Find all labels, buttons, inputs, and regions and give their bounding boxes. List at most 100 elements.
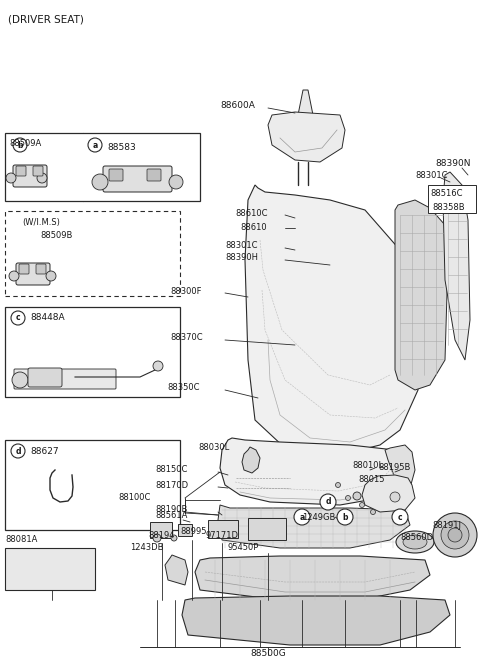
Text: 88995: 88995	[180, 528, 206, 537]
Bar	[178, 524, 192, 536]
Text: c: c	[16, 313, 20, 323]
Bar	[5, 440, 180, 530]
Text: 1249GB: 1249GB	[302, 514, 336, 522]
Text: 88516C: 88516C	[430, 189, 463, 198]
Circle shape	[353, 492, 361, 500]
Text: 88583: 88583	[107, 143, 136, 152]
Circle shape	[171, 535, 177, 541]
FancyBboxPatch shape	[14, 369, 116, 389]
Text: 88370C: 88370C	[170, 334, 203, 342]
Circle shape	[169, 175, 183, 189]
Text: 88030L: 88030L	[198, 443, 229, 453]
Circle shape	[6, 173, 16, 183]
Text: b: b	[342, 512, 348, 522]
Text: 88301C: 88301C	[415, 171, 447, 181]
Circle shape	[392, 509, 408, 525]
Circle shape	[92, 174, 108, 190]
Polygon shape	[182, 596, 450, 645]
Text: 88150C: 88150C	[155, 466, 187, 474]
Text: 88300F: 88300F	[170, 288, 202, 296]
Text: (W/I.M.S): (W/I.M.S)	[22, 219, 60, 227]
Text: 88191J: 88191J	[432, 522, 461, 530]
FancyBboxPatch shape	[147, 169, 161, 181]
Polygon shape	[165, 555, 188, 585]
Polygon shape	[220, 438, 405, 505]
Circle shape	[46, 271, 56, 281]
Text: 88100C: 88100C	[118, 493, 150, 503]
Circle shape	[320, 494, 336, 510]
Circle shape	[337, 509, 353, 525]
Text: 88610: 88610	[240, 223, 266, 231]
Circle shape	[448, 528, 462, 542]
Circle shape	[371, 509, 375, 514]
Circle shape	[11, 311, 25, 325]
Bar	[208, 520, 238, 538]
Bar	[5, 211, 180, 296]
Text: 95450P: 95450P	[228, 543, 259, 553]
FancyBboxPatch shape	[16, 263, 50, 285]
Text: d: d	[325, 497, 331, 507]
Text: 88610C: 88610C	[235, 208, 267, 217]
Text: 88561A: 88561A	[155, 512, 187, 520]
Text: 88509A: 88509A	[9, 139, 41, 148]
FancyBboxPatch shape	[109, 169, 123, 181]
Text: a: a	[300, 512, 305, 522]
FancyBboxPatch shape	[33, 166, 43, 176]
Circle shape	[346, 495, 350, 501]
Text: 88390N: 88390N	[435, 160, 470, 168]
Bar	[5, 133, 200, 201]
Text: 1243DB: 1243DB	[130, 543, 164, 553]
Text: b: b	[17, 141, 23, 150]
Text: 97171D: 97171D	[205, 532, 238, 541]
Text: (DRIVER SEAT): (DRIVER SEAT)	[8, 14, 84, 24]
Text: 88500G: 88500G	[250, 648, 286, 657]
Bar	[150, 522, 172, 538]
Circle shape	[294, 509, 310, 525]
Text: 88627: 88627	[30, 447, 59, 455]
Text: d: d	[15, 447, 21, 455]
Text: 88081A: 88081A	[5, 535, 37, 545]
Ellipse shape	[403, 535, 427, 549]
Text: 88190B: 88190B	[155, 505, 187, 514]
Circle shape	[37, 173, 47, 183]
Circle shape	[88, 138, 102, 152]
Polygon shape	[385, 445, 415, 488]
FancyBboxPatch shape	[28, 368, 62, 387]
Circle shape	[441, 521, 469, 549]
Ellipse shape	[396, 531, 434, 553]
Polygon shape	[268, 112, 345, 162]
FancyBboxPatch shape	[16, 166, 26, 176]
Bar	[248, 518, 286, 540]
Text: c: c	[398, 512, 402, 522]
Text: 88170D: 88170D	[155, 480, 188, 489]
Bar	[428, 185, 476, 213]
Circle shape	[9, 271, 19, 281]
Text: 88301C: 88301C	[225, 242, 257, 250]
Circle shape	[336, 482, 340, 487]
Text: 88358B: 88358B	[432, 204, 465, 212]
Circle shape	[433, 513, 477, 557]
Text: 88600A: 88600A	[220, 101, 255, 110]
Polygon shape	[242, 447, 260, 473]
Text: 88010L: 88010L	[352, 461, 383, 470]
Circle shape	[11, 444, 25, 458]
Text: 88448A: 88448A	[30, 313, 65, 323]
Text: 88015: 88015	[358, 476, 384, 484]
Polygon shape	[362, 475, 415, 512]
Text: 88194: 88194	[148, 532, 175, 541]
Circle shape	[360, 503, 364, 507]
FancyBboxPatch shape	[103, 166, 172, 192]
Text: 88350C: 88350C	[167, 384, 200, 392]
FancyBboxPatch shape	[36, 264, 46, 274]
Polygon shape	[443, 172, 470, 360]
Circle shape	[12, 372, 28, 388]
Polygon shape	[218, 505, 410, 548]
Circle shape	[390, 492, 400, 502]
FancyBboxPatch shape	[13, 165, 47, 187]
Text: 88560D: 88560D	[400, 533, 433, 543]
Polygon shape	[298, 90, 313, 115]
Circle shape	[153, 361, 163, 371]
Circle shape	[13, 138, 27, 152]
Text: 88509B: 88509B	[40, 231, 72, 240]
FancyBboxPatch shape	[19, 264, 29, 274]
